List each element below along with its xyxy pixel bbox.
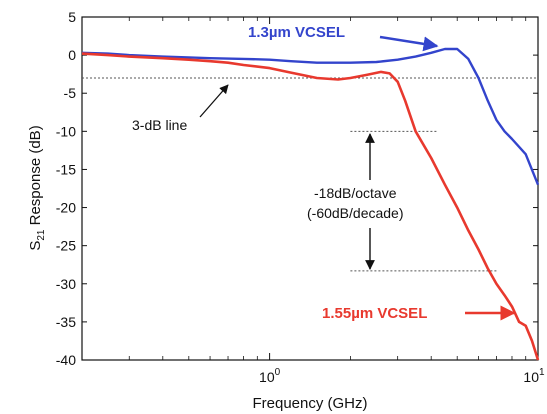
annotation-3db-arrow xyxy=(199,84,229,118)
y-axis-label-sub: 21 xyxy=(36,229,47,241)
y-tick-label: -10 xyxy=(56,123,76,139)
annotation-slope-decade: (-60dB/decade) xyxy=(307,205,404,221)
y-axis-label: S21 Response (dB) xyxy=(27,125,47,250)
y-tick-label: -35 xyxy=(56,314,76,330)
y-tick-label: -40 xyxy=(56,352,76,368)
series-label-1-3um-vcsel: 1.3µm VCSEL xyxy=(248,24,345,41)
y-tick-label: -25 xyxy=(56,238,76,254)
annotation-3db-line: 3-dB line xyxy=(132,117,187,133)
y-axis-ticks: 5 0 -5 -10 -15 -20 -25 -30 -35 -40 xyxy=(56,9,538,368)
reference-lines xyxy=(82,77,538,272)
y-tick-label: -20 xyxy=(56,200,76,216)
y-tick-label: -5 xyxy=(64,85,77,101)
y-axis-label-rest: Response (dB) xyxy=(27,125,44,229)
series-line-1-3um-vcsel xyxy=(81,47,540,186)
plot-area xyxy=(81,16,539,361)
series-label-arrow-1-3um xyxy=(379,35,439,52)
annotation-slope-octave: -18dB/octave xyxy=(314,185,397,201)
y-tick-label: -30 xyxy=(56,276,76,292)
series-label-1-55um-vcsel: 1.55µm VCSEL xyxy=(322,305,427,322)
x-tick-label: 100 xyxy=(259,367,281,385)
x-axis-label: Frequency (GHz) xyxy=(252,395,367,412)
x-tick-label: 101 xyxy=(523,367,545,385)
y-tick-label: -15 xyxy=(56,161,76,177)
series-line-1-55um-vcsel xyxy=(81,52,540,361)
y-axis-label-main: S xyxy=(27,241,44,251)
y-tick-label: 0 xyxy=(68,47,76,63)
y-tick-label: 5 xyxy=(68,9,76,25)
x-axis-ticks: 100 101 xyxy=(81,17,545,385)
